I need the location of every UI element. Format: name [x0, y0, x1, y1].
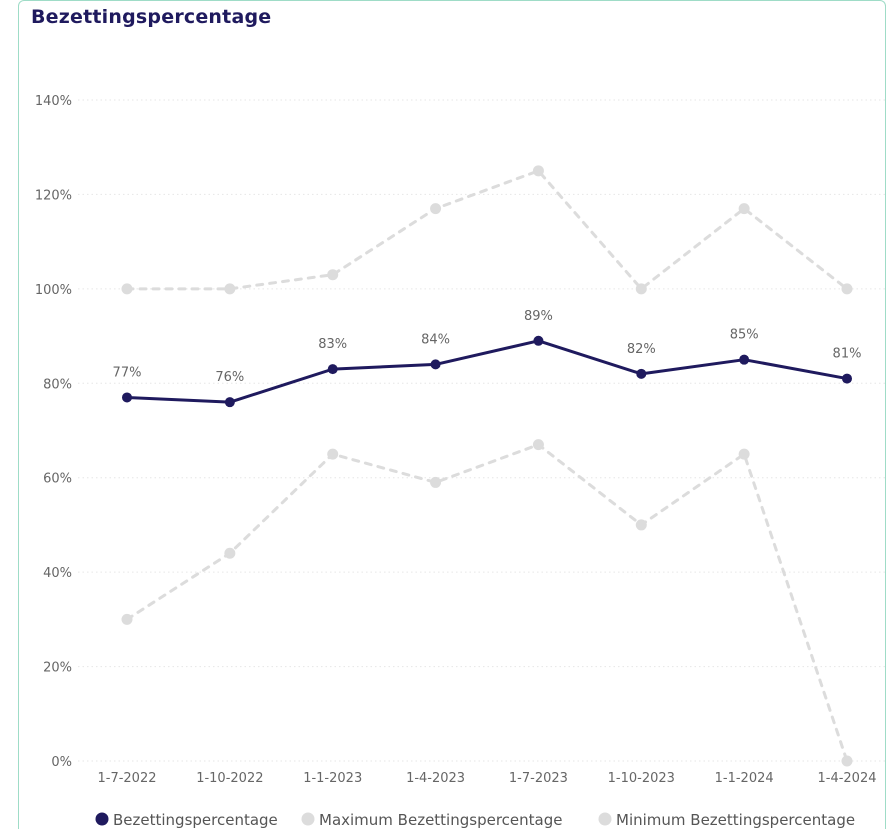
legend-item[interactable]: Bezettingspercentage	[95, 811, 278, 829]
x-axis: 1-7-2022 1-10-2022 1-1-2023 1-4-2023 1-7-202…	[97, 771, 876, 786]
series-line-0	[125, 339, 849, 404]
data-point[interactable]	[224, 547, 236, 559]
y-tick-label: 60%	[43, 472, 72, 487]
data-label: 89%	[524, 309, 553, 324]
series-line-1	[125, 169, 849, 291]
data-point[interactable]	[739, 354, 750, 365]
legend-item[interactable]: Maximum Bezettingspercentage	[301, 811, 563, 829]
data-point[interactable]	[327, 269, 339, 281]
x-tick-label: 1-7-2023	[509, 771, 568, 786]
y-tick-label: 120%	[35, 188, 72, 203]
data-point[interactable]	[430, 359, 441, 370]
data-label: 81%	[833, 347, 862, 362]
x-tick-label: 1-10-2023	[608, 771, 675, 786]
legend-marker	[95, 812, 109, 826]
data-label: 83%	[318, 337, 347, 352]
y-tick-label: 80%	[43, 377, 72, 392]
data-label: 76%	[215, 370, 244, 385]
legend-label: Minimum Bezettingspercentage	[616, 811, 855, 829]
series-line-2	[125, 443, 849, 763]
data-label: 82%	[627, 342, 656, 357]
data-point[interactable]	[327, 448, 339, 460]
data-point[interactable]	[841, 755, 853, 767]
data-point[interactable]	[635, 519, 647, 531]
x-tick-label: 1-10-2022	[196, 771, 263, 786]
data-point[interactable]	[224, 397, 235, 408]
legend-item[interactable]: Minimum Bezettingspercentage	[598, 811, 856, 829]
chart-card	[18, 0, 886, 829]
data-point[interactable]	[224, 283, 236, 295]
y-axis: 0% 20% 40% 60% 80% 100% 120% 140%	[35, 94, 72, 770]
y-tick-label: 40%	[43, 566, 72, 581]
data-labels: 77% 76% 83% 84% 89% 82% 85% 81%	[113, 309, 862, 385]
data-point[interactable]	[430, 476, 442, 488]
data-point[interactable]	[738, 448, 750, 460]
data-point[interactable]	[738, 203, 750, 215]
data-label: 85%	[730, 328, 759, 343]
legend-marker	[598, 812, 612, 826]
data-point[interactable]	[636, 368, 647, 379]
legend-label: Bezettingspercentage	[113, 811, 278, 829]
data-point[interactable]	[121, 283, 133, 295]
x-tick-label: 1-1-2024	[715, 771, 774, 786]
data-point[interactable]	[842, 373, 852, 384]
y-tick-label: 0%	[51, 755, 72, 770]
series-layer	[121, 165, 853, 767]
legend[interactable]: Bezettingspercentage Maximum Bezettingspe…	[95, 811, 856, 829]
legend-marker	[301, 812, 315, 826]
data-point[interactable]	[532, 439, 544, 451]
data-point[interactable]	[122, 392, 132, 403]
data-point[interactable]	[533, 335, 544, 346]
data-point[interactable]	[635, 283, 647, 295]
y-tick-label: 20%	[43, 661, 72, 676]
gridlines	[78, 99, 885, 762]
data-point[interactable]	[327, 364, 338, 375]
x-tick-label: 1-1-2023	[303, 771, 362, 786]
x-tick-label: 1-7-2022	[97, 771, 156, 786]
data-point[interactable]	[121, 613, 133, 625]
y-tick-label: 100%	[35, 283, 72, 298]
x-tick-label: 1-4-2023	[406, 771, 465, 786]
x-tick-label: 1-4-2024	[817, 771, 876, 786]
y-tick-label: 140%	[35, 94, 72, 109]
data-point[interactable]	[532, 165, 544, 177]
legend-label: Maximum Bezettingspercentage	[319, 811, 562, 829]
data-label: 77%	[113, 365, 142, 380]
data-label: 84%	[421, 332, 450, 347]
data-point[interactable]	[841, 283, 853, 295]
chart-title: Bezettingspercentage	[31, 6, 272, 28]
data-point[interactable]	[430, 203, 442, 215]
